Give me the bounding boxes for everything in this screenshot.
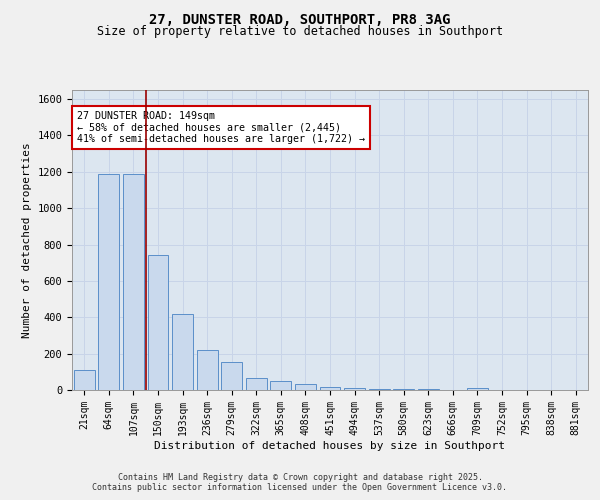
Bar	[221, 362, 242, 390]
Text: 27, DUNSTER ROAD, SOUTHPORT, PR8 3AG: 27, DUNSTER ROAD, SOUTHPORT, PR8 3AG	[149, 12, 451, 26]
Bar	[98, 174, 119, 390]
Bar	[172, 314, 193, 390]
Bar	[295, 384, 316, 390]
Bar	[368, 388, 389, 390]
Bar	[123, 174, 144, 390]
Bar	[344, 388, 365, 390]
Text: 27 DUNSTER ROAD: 149sqm
← 58% of detached houses are smaller (2,445)
41% of semi: 27 DUNSTER ROAD: 149sqm ← 58% of detache…	[77, 111, 365, 144]
Y-axis label: Number of detached properties: Number of detached properties	[22, 142, 32, 338]
Bar	[197, 350, 218, 390]
Text: Contains HM Land Registry data © Crown copyright and database right 2025.
Contai: Contains HM Land Registry data © Crown c…	[92, 473, 508, 492]
Bar	[74, 370, 95, 390]
Bar	[246, 378, 267, 390]
Bar	[467, 388, 488, 390]
Bar	[271, 381, 292, 390]
Bar	[148, 256, 169, 390]
X-axis label: Distribution of detached houses by size in Southport: Distribution of detached houses by size …	[155, 440, 505, 450]
Bar	[393, 389, 414, 390]
Bar	[320, 388, 340, 390]
Text: Size of property relative to detached houses in Southport: Size of property relative to detached ho…	[97, 25, 503, 38]
